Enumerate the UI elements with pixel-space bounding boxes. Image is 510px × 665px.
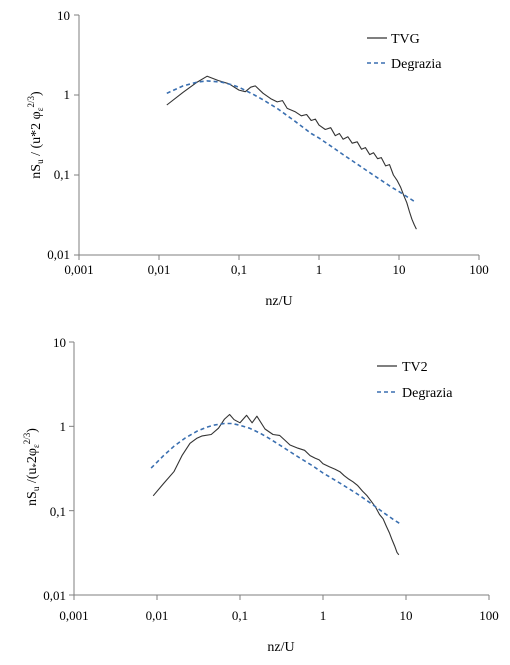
x-tick-label: 100 <box>479 608 499 623</box>
y-tick-label: 0,1 <box>54 167 70 182</box>
y-tick-label: 0,01 <box>47 247 70 262</box>
x-tick-label: 10 <box>400 608 413 623</box>
y-tick-label: 10 <box>57 8 70 23</box>
x-tick-label: 0,001 <box>64 262 93 277</box>
x-tick-label: 10 <box>393 262 406 277</box>
y-tick-label: 10 <box>53 335 66 350</box>
series-line-degrazia <box>150 422 401 525</box>
legend-label: TV2 <box>402 360 428 375</box>
series-line-tvg <box>166 75 417 230</box>
legend: TVG Degrazia <box>367 32 442 72</box>
x-tick-label: 0,1 <box>231 262 247 277</box>
legend-label: Degrazia <box>402 386 453 401</box>
y-tick-label: 1 <box>64 87 71 102</box>
x-axis-title: nz/U <box>265 294 292 309</box>
y-tick-label: 0,01 <box>43 588 66 603</box>
series-line-tv2 <box>152 413 400 556</box>
y-axis-title: nSu /(u*2φε2/3) <box>22 428 41 506</box>
legend-label: Degrazia <box>391 57 442 72</box>
x-tick-label: 1 <box>320 608 327 623</box>
chart-1: 0,001 0,01 0,1 1 10 100 0,01 0,1 1 10 nz… <box>26 8 489 309</box>
x-tick-label: 0,001 <box>59 608 88 623</box>
x-tick-label: 0,01 <box>148 262 171 277</box>
x-axis-title: nz/U <box>267 640 294 655</box>
x-tick-label: 0,01 <box>146 608 169 623</box>
chart-2: 0,001 0,01 0,1 1 10 100 0,01 0,1 1 10 nz… <box>22 335 499 655</box>
y-tick-label: 1 <box>60 419 67 434</box>
legend: TV2 Degrazia <box>377 360 453 401</box>
chart-1-plot-area <box>74 14 480 260</box>
legend-label: TVG <box>391 32 420 47</box>
x-tick-label: 100 <box>469 262 489 277</box>
y-tick-label: 0,1 <box>50 504 66 519</box>
x-tick-label: 1 <box>316 262 323 277</box>
series-line-degrazia <box>166 80 416 203</box>
y-axis-title: nSu / (u*2 φε2/3) <box>26 91 45 179</box>
x-tick-label: 0,1 <box>232 608 248 623</box>
chart-2-plot-area <box>69 341 490 600</box>
